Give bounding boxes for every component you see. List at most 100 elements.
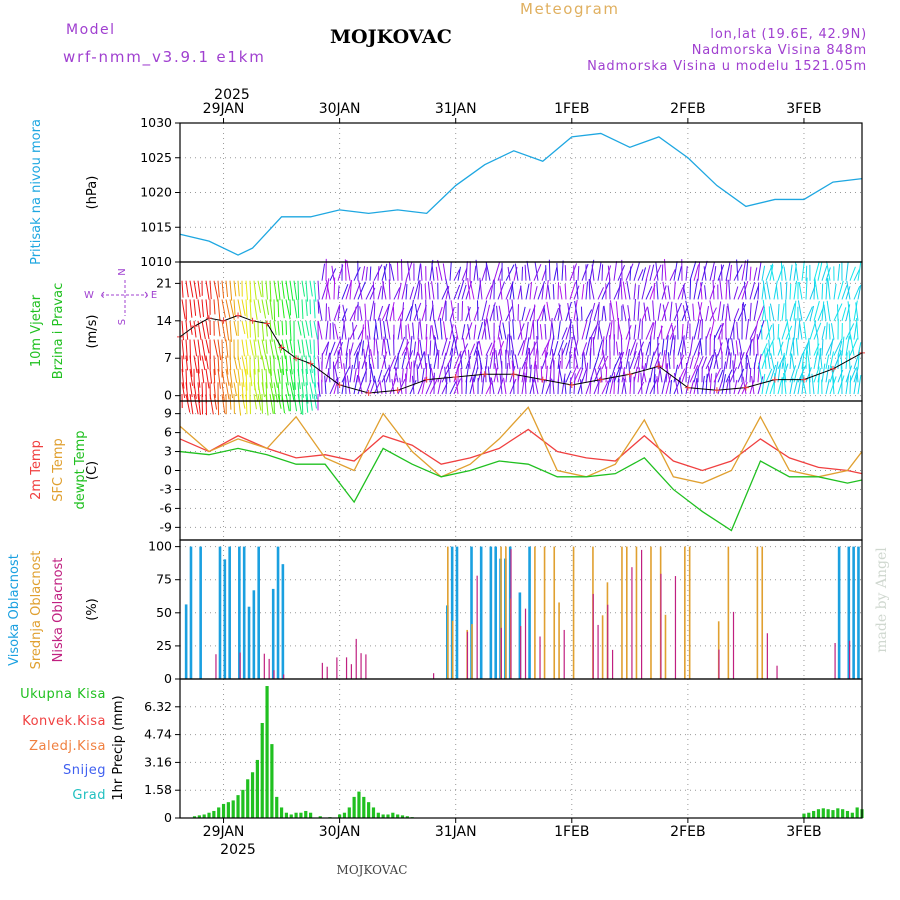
wind-arrow xyxy=(849,334,855,356)
wind-arrow xyxy=(777,264,784,281)
cloud-bar-mid xyxy=(621,546,623,679)
wind-arrow xyxy=(416,364,419,383)
wind-arrow xyxy=(413,302,422,321)
wind-arrow xyxy=(431,281,435,300)
cloud-bar-mid xyxy=(451,620,454,679)
wind-arrow xyxy=(641,278,648,300)
wind-arrow xyxy=(437,259,443,281)
wind-arrow xyxy=(277,320,280,336)
y-tick-label: 100 xyxy=(148,539,172,554)
cloud-bar-high xyxy=(847,546,851,679)
wind-arrow xyxy=(725,348,730,370)
cloud-bar-low xyxy=(641,549,643,679)
wind-arrow xyxy=(845,352,848,369)
wind-arrow xyxy=(445,340,451,356)
precip-legend-item: Zaledj.Kisa xyxy=(29,739,106,754)
x-tick-label-bottom: 31JAN xyxy=(435,824,477,840)
wind-arrow xyxy=(377,305,384,321)
wind-arrow xyxy=(229,299,235,320)
wind-arrow xyxy=(713,354,718,370)
wind-gust-mark xyxy=(336,381,343,388)
wind-gust-mark xyxy=(539,376,546,383)
wind-gust-mark xyxy=(742,384,749,391)
wind-arrow xyxy=(469,343,476,356)
panel-unit-label: (C) xyxy=(85,461,100,480)
wind-arrow xyxy=(557,321,561,340)
cloud-bar-low xyxy=(476,575,478,679)
y-tick-label: 75 xyxy=(156,572,172,587)
wind-arrow xyxy=(201,382,204,398)
wind-arrow xyxy=(583,351,587,369)
wind-arrow xyxy=(317,321,323,340)
wind-arrow xyxy=(193,280,198,300)
wind-gust-mark xyxy=(264,320,271,327)
wind-arrow xyxy=(321,341,330,356)
wind-arrow xyxy=(681,323,684,340)
wind-arrow xyxy=(728,375,731,395)
cloud-bar-mid xyxy=(553,546,556,679)
wind-arrow xyxy=(753,267,758,281)
wind-arrow xyxy=(805,277,808,300)
x-tick-label-bottom: 2FEB xyxy=(670,824,705,840)
cloud-bar-low xyxy=(766,633,768,679)
cloud-bar-low xyxy=(336,657,338,679)
wind-arrow xyxy=(533,360,537,383)
precip-bar xyxy=(826,809,830,818)
precip-bar xyxy=(207,812,211,818)
wind-arrow xyxy=(685,320,689,340)
wind-arrow xyxy=(756,334,759,356)
wind-arrow xyxy=(405,284,408,300)
wind-arrow xyxy=(553,267,558,281)
x-tick-label-bottom: 30JAN xyxy=(319,824,361,840)
wind-arrow xyxy=(813,261,820,281)
wind-arrow xyxy=(829,338,834,356)
precip-legend-item: Ukupna Kisa xyxy=(20,687,106,702)
x-tick-label-top: 1FEB xyxy=(554,101,589,117)
wind-arrow xyxy=(768,306,771,321)
wind-arrow xyxy=(849,375,852,395)
wind-arrow xyxy=(339,336,343,356)
wind-arrow xyxy=(641,267,647,281)
wind-arrow xyxy=(649,335,652,356)
wind-arrow xyxy=(273,280,278,302)
wind-arrow xyxy=(717,342,723,356)
wind-arrow xyxy=(225,280,229,297)
wind-arrow xyxy=(205,280,210,300)
precip-bar xyxy=(391,812,395,818)
wind-arrow xyxy=(841,285,848,300)
x-axis: 29JAN 29JAN 30JAN 30JAN 31JAN 31JAN 1FEB 1FEB 2F… xyxy=(203,101,822,840)
cloud-bar-low xyxy=(834,643,836,679)
wind-arrow xyxy=(766,281,771,300)
wind-arrow xyxy=(419,318,423,340)
wind-arrow xyxy=(229,368,233,388)
wind-arrow xyxy=(431,325,435,340)
wind-arrow xyxy=(821,301,825,321)
wind-arrow xyxy=(620,280,623,300)
cloud-bar-high xyxy=(242,546,246,679)
wind-arrow xyxy=(757,353,762,370)
wind-arrow xyxy=(305,280,309,302)
wind-arrow xyxy=(357,281,366,300)
wind-arrow xyxy=(642,365,647,383)
wind-arrow xyxy=(265,368,268,389)
y-tick-label: 50 xyxy=(156,605,172,620)
wind-arrow xyxy=(633,355,639,370)
precip-bar xyxy=(318,816,322,818)
cloud-bar-high xyxy=(228,546,231,679)
wind-arrow xyxy=(709,307,717,322)
precip-bar xyxy=(294,812,298,818)
wind-gust-mark xyxy=(800,376,807,383)
wind-arrow xyxy=(821,265,828,281)
cloud-bar-low xyxy=(539,636,541,679)
precip-bar xyxy=(284,812,289,818)
wind-arrow xyxy=(823,305,827,321)
wind-arrow xyxy=(301,394,304,415)
wind-arrow xyxy=(667,352,671,369)
wind-arrow xyxy=(681,283,686,300)
cloud-bar-mid xyxy=(558,602,560,679)
wind-gust-mark xyxy=(220,317,227,324)
wind-arrow xyxy=(261,368,264,391)
wind-arrow xyxy=(217,339,222,361)
wind-arrow xyxy=(477,350,483,370)
wind-arrow xyxy=(833,283,837,300)
